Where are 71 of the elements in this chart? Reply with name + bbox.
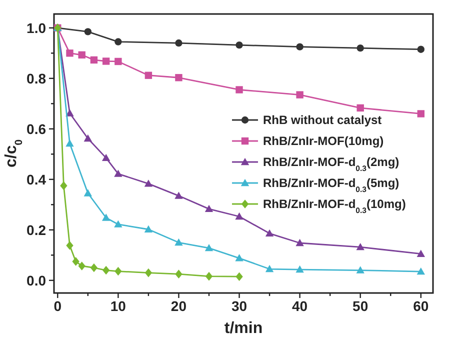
- legend-label: RhB/ZnIr-MOF(10mg): [263, 134, 384, 148]
- y-tick-label: 0.0: [26, 272, 46, 288]
- point: [416, 250, 425, 257]
- point: [204, 244, 214, 252]
- point: [175, 74, 182, 82]
- point: [102, 154, 110, 162]
- x-tick-label: 10: [110, 298, 126, 314]
- point: [356, 242, 364, 250]
- y-tick-label: 0.2: [26, 222, 46, 238]
- point: [144, 225, 153, 232]
- point: [174, 238, 183, 246]
- point: [84, 134, 92, 142]
- point: [102, 58, 110, 65]
- point: [114, 58, 122, 66]
- x-tick-label: 60: [413, 298, 429, 314]
- point: [72, 257, 80, 266]
- point: [417, 110, 424, 118]
- x-axis-title: t/min: [224, 320, 263, 337]
- point: [236, 272, 243, 281]
- x-tick-label: 40: [292, 298, 308, 314]
- point: [356, 104, 364, 112]
- point: [296, 265, 304, 273]
- point: [296, 91, 304, 98]
- legend-label: RhB/ZnIr-MOF-d$_{0.3}$(5mg): [263, 176, 400, 194]
- point: [416, 267, 425, 275]
- point: [114, 170, 122, 177]
- point: [102, 266, 110, 275]
- point: [236, 86, 243, 94]
- y-tick-label: 0.4: [26, 171, 46, 188]
- point: [66, 241, 74, 250]
- point: [90, 56, 98, 64]
- point: [205, 272, 213, 281]
- point: [84, 189, 92, 196]
- point: [114, 266, 122, 276]
- point: [175, 39, 182, 47]
- y-tick-label: 0.8: [26, 70, 46, 86]
- point: [417, 46, 424, 53]
- legend-label: RhB without catalyst: [263, 113, 382, 128]
- point: [144, 72, 152, 79]
- point: [204, 204, 214, 212]
- x-tick-label: 20: [170, 298, 187, 314]
- point: [175, 270, 182, 278]
- x-tick-label: 0: [54, 298, 62, 314]
- legend-label: RhB/ZnIr-MOF-d$_{0.3}$(10mg): [263, 197, 406, 215]
- point: [66, 50, 74, 57]
- y-tick-label: 1.0: [26, 20, 46, 36]
- point: [235, 212, 244, 220]
- point: [296, 238, 304, 246]
- point: [114, 38, 122, 46]
- x-tick-label: 50: [352, 298, 368, 314]
- point: [84, 28, 92, 36]
- point: [265, 264, 274, 272]
- point: [356, 266, 364, 274]
- y-tick-label: 0.6: [26, 120, 46, 137]
- point: [66, 139, 74, 147]
- point: [265, 229, 274, 237]
- point: [60, 181, 68, 190]
- point: [78, 51, 86, 59]
- legend-label: RhB/ZnIr-MOF-d$_{0.3}$(2mg): [263, 155, 400, 173]
- point: [174, 192, 183, 199]
- point: [236, 41, 243, 49]
- point: [144, 268, 152, 278]
- point: [78, 262, 86, 270]
- point: [356, 44, 364, 52]
- point: [90, 263, 98, 272]
- point: [114, 220, 122, 228]
- point: [144, 180, 153, 187]
- point: [235, 254, 244, 262]
- point: [102, 214, 110, 221]
- point: [296, 43, 304, 50]
- x-tick-label: 30: [231, 298, 248, 314]
